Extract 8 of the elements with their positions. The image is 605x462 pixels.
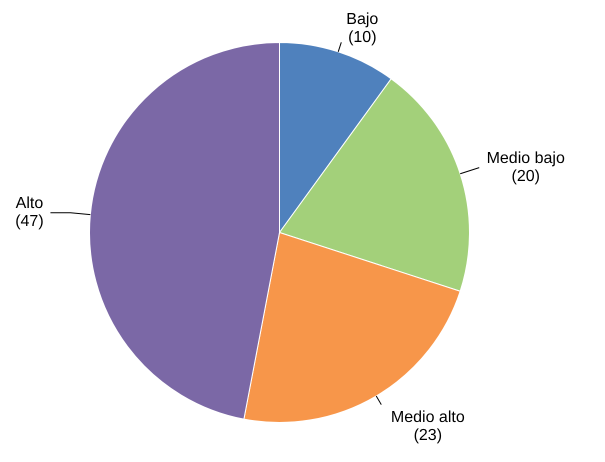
data-label: (10) bbox=[348, 28, 377, 46]
data-label: (23) bbox=[414, 427, 442, 444]
slice-label: Medio alto bbox=[390, 409, 465, 426]
slice-label: Alto bbox=[16, 195, 44, 212]
data-label: (47) bbox=[15, 213, 44, 230]
slice-label: Bajo bbox=[346, 10, 378, 28]
slice-label: Medio bajo bbox=[486, 150, 565, 168]
data-label: (20) bbox=[511, 168, 540, 186]
